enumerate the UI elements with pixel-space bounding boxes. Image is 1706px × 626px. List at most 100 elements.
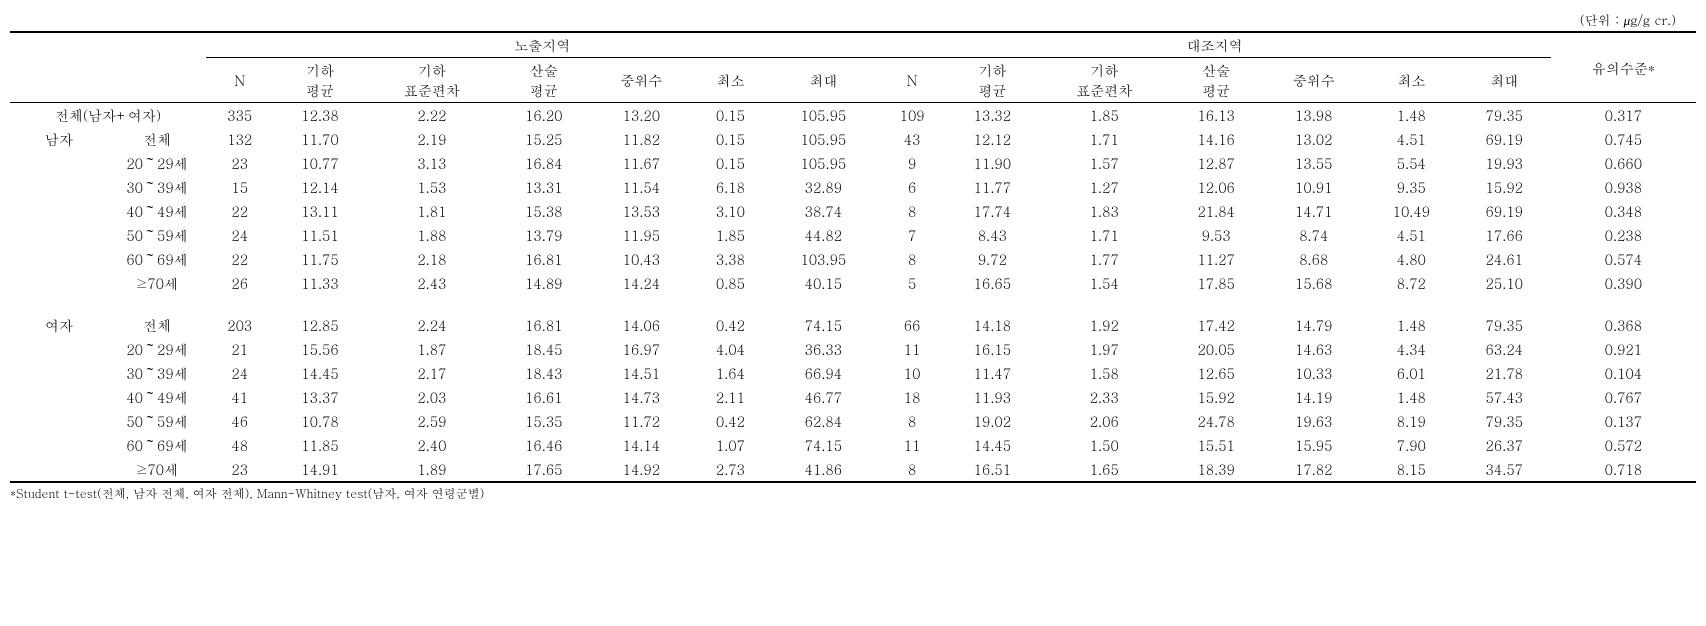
cell: 8 bbox=[878, 199, 946, 223]
cell: 46 bbox=[206, 409, 274, 433]
row-label-1 bbox=[10, 199, 108, 223]
cell: 79.35 bbox=[1458, 103, 1551, 128]
sig-cell: 0.574 bbox=[1551, 247, 1696, 271]
cell: 10.43 bbox=[590, 247, 692, 271]
cell: 16.81 bbox=[497, 313, 590, 337]
cell: 11.93 bbox=[946, 385, 1039, 409]
cell: 0.15 bbox=[693, 151, 769, 175]
cell: 8.19 bbox=[1365, 409, 1458, 433]
row-label-2: 50～59세 bbox=[108, 223, 206, 247]
cell: 11.51 bbox=[274, 223, 367, 247]
cell: 14.45 bbox=[946, 433, 1039, 457]
cell: 11.72 bbox=[590, 409, 692, 433]
table-row: 30～39세1512.141.5313.3111.546.1832.89611.… bbox=[10, 175, 1696, 199]
cell: 1.77 bbox=[1039, 247, 1170, 271]
row-label-1 bbox=[10, 271, 108, 295]
cell: 8 bbox=[878, 457, 946, 482]
cell: 19.02 bbox=[946, 409, 1039, 433]
cell: 2.19 bbox=[366, 127, 497, 151]
cell: 14.71 bbox=[1263, 199, 1365, 223]
sig-cell: 0.368 bbox=[1551, 313, 1696, 337]
col-amean-2: 산술평균 bbox=[1170, 58, 1263, 103]
sig-cell: 0.390 bbox=[1551, 271, 1696, 295]
cell: 2.22 bbox=[366, 103, 497, 128]
cell: 41.86 bbox=[768, 457, 878, 482]
sig-cell: 0.921 bbox=[1551, 337, 1696, 361]
cell: 12.12 bbox=[946, 127, 1039, 151]
row-label-2: 40～49세 bbox=[108, 385, 206, 409]
table-row: 30～39세2414.452.1718.4314.511.6466.941011… bbox=[10, 361, 1696, 385]
cell: 2.11 bbox=[693, 385, 769, 409]
cell: 0.15 bbox=[693, 103, 769, 128]
cell: 18.45 bbox=[497, 337, 590, 361]
col-n-2: N bbox=[878, 58, 946, 103]
cell: 5.54 bbox=[1365, 151, 1458, 175]
cell: 2.43 bbox=[366, 271, 497, 295]
cell: 1.85 bbox=[1039, 103, 1170, 128]
table-row: 40～49세2213.111.8115.3813.533.1038.74817.… bbox=[10, 199, 1696, 223]
cell: 103.95 bbox=[768, 247, 878, 271]
table-row: 50～59세2411.511.8813.7911.951.8544.8278.4… bbox=[10, 223, 1696, 247]
cell: 1.83 bbox=[1039, 199, 1170, 223]
cell: 0.42 bbox=[693, 313, 769, 337]
cell: 1.48 bbox=[1365, 103, 1458, 128]
cell: 2.24 bbox=[366, 313, 497, 337]
cell: 1.71 bbox=[1039, 223, 1170, 247]
cell: 43 bbox=[878, 127, 946, 151]
cell: 20.05 bbox=[1170, 337, 1263, 361]
cell: 15.92 bbox=[1458, 175, 1551, 199]
cell: 11.70 bbox=[274, 127, 367, 151]
cell: 16.65 bbox=[946, 271, 1039, 295]
cell: 18.39 bbox=[1170, 457, 1263, 482]
cell: 16.81 bbox=[497, 247, 590, 271]
cell: 4.04 bbox=[693, 337, 769, 361]
cell: 9.35 bbox=[1365, 175, 1458, 199]
row-label-1 bbox=[10, 151, 108, 175]
table-row: 남자전체13211.702.1915.2511.820.15105.954312… bbox=[10, 127, 1696, 151]
cell: 69.19 bbox=[1458, 199, 1551, 223]
col-blank-2 bbox=[108, 32, 206, 103]
table-row: 40～49세4113.372.0316.6114.732.1146.771811… bbox=[10, 385, 1696, 409]
cell: 8.72 bbox=[1365, 271, 1458, 295]
sig-cell: 0.938 bbox=[1551, 175, 1696, 199]
col-n-1: N bbox=[206, 58, 274, 103]
cell: 36.33 bbox=[768, 337, 878, 361]
sig-cell: 0.660 bbox=[1551, 151, 1696, 175]
cell: 16.46 bbox=[497, 433, 590, 457]
row-label-2: 전체 bbox=[108, 127, 206, 151]
cell: 1.53 bbox=[366, 175, 497, 199]
cell: 23 bbox=[206, 457, 274, 482]
table-row: ≥70세2611.332.4314.8914.240.8540.15516.65… bbox=[10, 271, 1696, 295]
row-label-1 bbox=[10, 247, 108, 271]
sig-cell: 0.238 bbox=[1551, 223, 1696, 247]
cell: 13.55 bbox=[1263, 151, 1365, 175]
cell: 24 bbox=[206, 223, 274, 247]
row-label: 전체(남자+여자) bbox=[10, 103, 206, 128]
table-row: 전체(남자+여자)33512.382.2216.2013.200.15105.9… bbox=[10, 103, 1696, 128]
cell: 4.34 bbox=[1365, 337, 1458, 361]
cell: 132 bbox=[206, 127, 274, 151]
table-row: 20～29세2310.773.1316.8411.670.15105.95911… bbox=[10, 151, 1696, 175]
col-median-2: 중위수 bbox=[1263, 58, 1365, 103]
col-gmean-2: 기하평균 bbox=[946, 58, 1039, 103]
cell: 26 bbox=[206, 271, 274, 295]
cell: 1.58 bbox=[1039, 361, 1170, 385]
cell: 1.89 bbox=[366, 457, 497, 482]
cell: 17.85 bbox=[1170, 271, 1263, 295]
cell: 16.20 bbox=[497, 103, 590, 128]
cell: 1.65 bbox=[1039, 457, 1170, 482]
cell: 11.77 bbox=[946, 175, 1039, 199]
sig-cell: 0.745 bbox=[1551, 127, 1696, 151]
cell: 19.93 bbox=[1458, 151, 1551, 175]
cell: 24.78 bbox=[1170, 409, 1263, 433]
table-row: 60～69세2211.752.1816.8110.433.38103.9589.… bbox=[10, 247, 1696, 271]
row-label-2: ≥70세 bbox=[108, 457, 206, 482]
cell: 6 bbox=[878, 175, 946, 199]
cell: 2.03 bbox=[366, 385, 497, 409]
sig-cell: 0.572 bbox=[1551, 433, 1696, 457]
cell: 9.72 bbox=[946, 247, 1039, 271]
cell: 10.49 bbox=[1365, 199, 1458, 223]
cell: 66.94 bbox=[768, 361, 878, 385]
cell: 12.85 bbox=[274, 313, 367, 337]
cell: 335 bbox=[206, 103, 274, 128]
